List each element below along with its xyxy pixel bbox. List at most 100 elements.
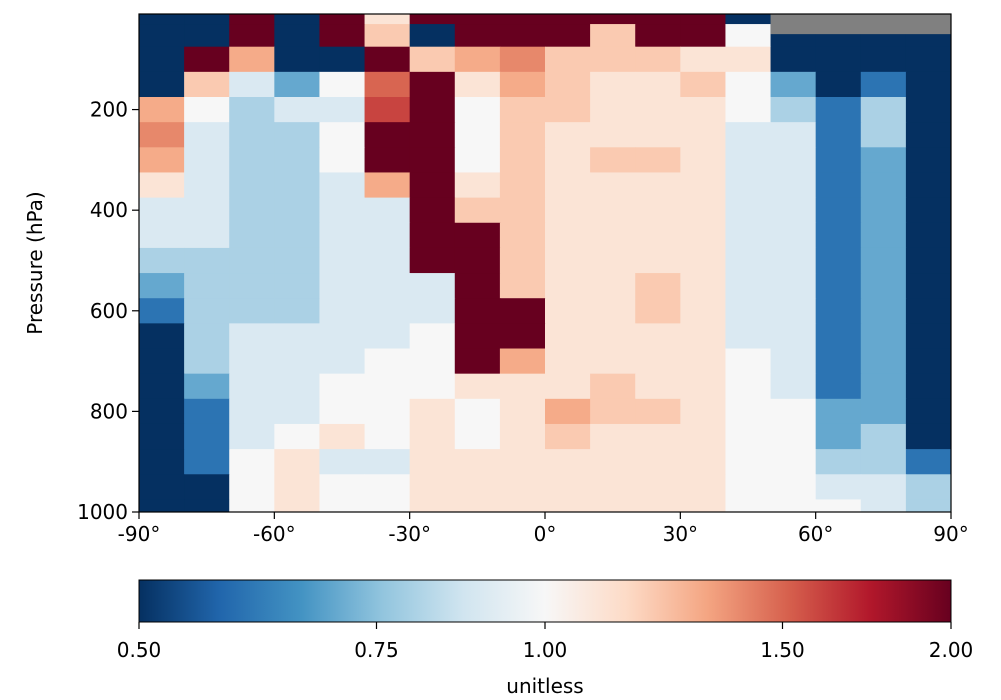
heatmap-cell bbox=[905, 247, 951, 274]
heatmap-cell bbox=[545, 97, 591, 123]
heatmap-cell bbox=[364, 323, 411, 350]
heatmap-cell bbox=[499, 46, 546, 73]
heatmap-cell bbox=[770, 172, 817, 199]
heatmap-cell bbox=[815, 499, 862, 512]
heatmap-cell bbox=[229, 398, 275, 425]
heatmap-cell bbox=[499, 298, 546, 324]
heatmap-cell bbox=[590, 172, 636, 199]
x-tick-label: -60° bbox=[253, 522, 296, 546]
heatmap-cell bbox=[770, 71, 817, 98]
heatmap-cell bbox=[274, 46, 320, 73]
heatmap-cell bbox=[905, 499, 951, 512]
heatmap-cell bbox=[635, 423, 681, 450]
heatmap-cell bbox=[545, 474, 591, 500]
heatmap-cell bbox=[184, 423, 230, 450]
x-tick-label: 90° bbox=[933, 522, 968, 546]
heatmap-cell bbox=[274, 197, 320, 224]
heatmap-cell bbox=[364, 14, 411, 25]
heatmap-cell bbox=[409, 474, 456, 500]
heatmap-cell bbox=[860, 247, 907, 274]
heatmap-cell bbox=[364, 197, 411, 224]
heatmap-cell bbox=[545, 449, 591, 475]
y-axis-label: Pressure (hPa) bbox=[23, 191, 47, 334]
heatmap-cell bbox=[770, 373, 817, 400]
heatmap-cell bbox=[590, 449, 636, 475]
heatmap-cell bbox=[545, 147, 591, 173]
heatmap-cell bbox=[815, 172, 862, 199]
heatmap-cell bbox=[680, 247, 726, 274]
heatmap-cell bbox=[635, 499, 681, 512]
heatmap-cell bbox=[409, 172, 456, 199]
heatmap-cell bbox=[184, 122, 230, 148]
heatmap-cell bbox=[680, 474, 726, 500]
heatmap-cell bbox=[545, 24, 591, 48]
heatmap-cell bbox=[319, 197, 366, 224]
heatmap-cell bbox=[274, 97, 320, 123]
y-tick-label: 600 bbox=[90, 299, 128, 323]
heatmap-cell bbox=[680, 373, 726, 400]
heatmap-cell bbox=[590, 373, 636, 400]
heatmap-cell bbox=[139, 423, 185, 450]
heatmap-cell bbox=[635, 474, 681, 500]
heatmap-cell bbox=[409, 449, 456, 475]
heatmap-cell bbox=[319, 398, 366, 425]
heatmap-cell bbox=[454, 122, 501, 148]
heatmap-cell bbox=[770, 197, 817, 224]
heatmap-cell bbox=[680, 423, 726, 450]
heatmap-cell bbox=[545, 323, 591, 350]
heatmap-cell bbox=[545, 398, 591, 425]
heatmap-cell bbox=[545, 46, 591, 73]
heatmap-cell bbox=[274, 449, 320, 475]
heatmap-cell bbox=[905, 273, 951, 299]
heatmap-cell bbox=[364, 147, 411, 173]
heatmap-cell bbox=[635, 273, 681, 299]
heatmap-cell bbox=[184, 373, 230, 400]
heatmap-cell bbox=[770, 348, 817, 375]
heatmap-cell bbox=[770, 147, 817, 173]
heatmap-cell bbox=[860, 46, 907, 73]
heatmap-cell bbox=[545, 122, 591, 148]
heatmap-cell bbox=[860, 423, 907, 450]
heatmap-cell bbox=[454, 71, 501, 98]
heatmap-cell bbox=[680, 97, 726, 123]
heatmap-cell bbox=[454, 222, 501, 249]
heatmap-cell bbox=[274, 71, 320, 98]
colorbar-ticks: 0.50 0.75 1.00 1.50 2.00 bbox=[117, 622, 973, 662]
heatmap-cell bbox=[680, 298, 726, 324]
heatmap-cell bbox=[590, 499, 636, 512]
heatmap-cell bbox=[274, 247, 320, 274]
heatmap-cell bbox=[139, 71, 185, 98]
heatmap-cell bbox=[184, 14, 230, 25]
heatmap-cell bbox=[680, 46, 726, 73]
heatmap-cell bbox=[319, 348, 366, 375]
heatmap-cell bbox=[454, 197, 501, 224]
heatmap-cell bbox=[635, 14, 681, 25]
heatmap-cell bbox=[454, 46, 501, 73]
heatmap-cell bbox=[229, 474, 275, 500]
heatmap-cell bbox=[905, 449, 951, 475]
y-axis: 200 400 600 800 1000 bbox=[77, 98, 139, 524]
heatmap-cell bbox=[725, 373, 772, 400]
colorbar-tick-label: 0.75 bbox=[354, 638, 399, 662]
heatmap-cell bbox=[364, 222, 411, 249]
missing-data-region bbox=[770, 14, 951, 35]
heatmap-cell bbox=[635, 348, 681, 375]
heatmap-cell bbox=[184, 172, 230, 199]
heatmap-cell bbox=[815, 449, 862, 475]
heatmap-cell bbox=[545, 423, 591, 450]
heatmap-cell bbox=[454, 323, 501, 350]
heatmap-cell bbox=[139, 348, 185, 375]
heatmap-cell bbox=[815, 323, 862, 350]
heatmap-cell bbox=[725, 197, 772, 224]
heatmap-cell bbox=[770, 97, 817, 123]
heatmap-cell bbox=[409, 298, 456, 324]
heatmap-cell bbox=[184, 398, 230, 425]
heatmap-cell bbox=[590, 24, 636, 48]
heatmap-cell bbox=[860, 298, 907, 324]
heatmap-cell bbox=[184, 273, 230, 299]
heatmap-cell bbox=[409, 348, 456, 375]
heatmap-cell bbox=[409, 147, 456, 173]
heatmap-cell bbox=[860, 474, 907, 500]
heatmap-cell bbox=[815, 273, 862, 299]
heatmap-cell bbox=[454, 348, 501, 375]
